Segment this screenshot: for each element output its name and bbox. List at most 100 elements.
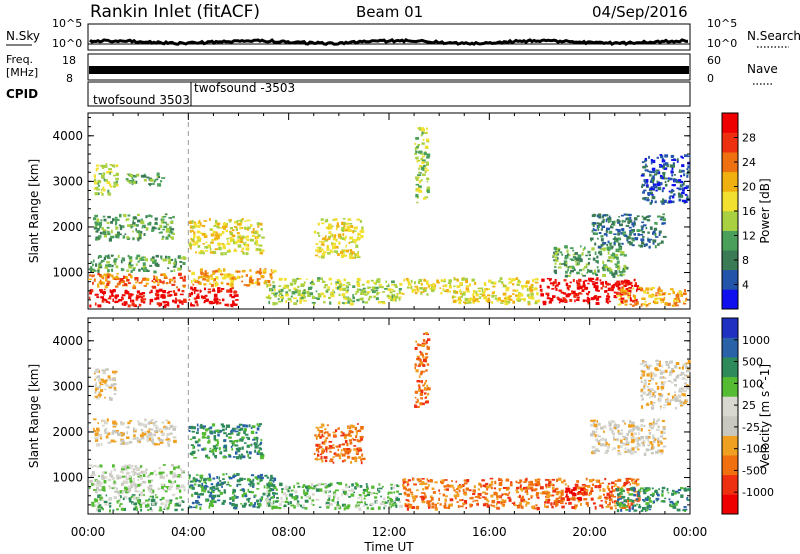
echo-cell bbox=[95, 498, 99, 502]
echo-cell bbox=[420, 283, 423, 286]
echo-cell bbox=[678, 187, 682, 190]
echo-cell bbox=[166, 301, 170, 304]
echo-cell bbox=[606, 268, 610, 271]
echo-cell bbox=[315, 443, 320, 447]
echo-cell bbox=[651, 494, 654, 498]
echo-cell bbox=[123, 301, 128, 305]
echo-cell bbox=[643, 224, 647, 227]
echo-cell bbox=[324, 284, 328, 287]
echo-cell bbox=[541, 278, 545, 282]
echo-cell bbox=[660, 216, 665, 219]
echo-cell bbox=[664, 497, 667, 500]
echo-cell bbox=[151, 256, 155, 259]
echo-cell bbox=[129, 173, 133, 178]
echo-cell bbox=[423, 151, 426, 155]
echo-cell bbox=[132, 267, 136, 269]
echo-cell bbox=[106, 170, 110, 174]
echo-cell bbox=[525, 503, 528, 507]
echo-cell bbox=[645, 215, 650, 219]
echo-cell bbox=[676, 158, 679, 161]
echo-cell bbox=[195, 500, 199, 504]
echo-cell bbox=[487, 299, 491, 303]
echo-cell bbox=[167, 294, 171, 297]
echo-cell bbox=[217, 287, 221, 290]
echo-cell bbox=[344, 433, 347, 437]
echo-cell bbox=[328, 277, 332, 281]
echo-cell bbox=[681, 187, 684, 191]
echo-cell bbox=[338, 236, 342, 239]
echo-cell bbox=[517, 293, 522, 296]
echo-cell bbox=[661, 158, 665, 160]
echo-region bbox=[263, 482, 404, 511]
echo-cell bbox=[348, 434, 352, 437]
echo-cell bbox=[658, 230, 662, 234]
echo-cell bbox=[447, 282, 450, 284]
echo-cell bbox=[631, 229, 635, 232]
echo-cell bbox=[396, 293, 399, 297]
echo-cell bbox=[485, 485, 489, 489]
echo-cell bbox=[99, 437, 103, 440]
echo-cell bbox=[590, 237, 594, 241]
echo-cell bbox=[346, 281, 351, 284]
echo-cell bbox=[128, 265, 132, 269]
echo-cell bbox=[671, 159, 673, 161]
echo-cell bbox=[111, 293, 114, 296]
echo-cell bbox=[612, 274, 616, 278]
echo-cell bbox=[487, 294, 491, 297]
echo-cell bbox=[256, 506, 261, 509]
echo-cell bbox=[425, 280, 429, 282]
echo-cell bbox=[372, 286, 376, 290]
echo-cell bbox=[645, 163, 647, 166]
echo-cell bbox=[202, 278, 207, 281]
echo-cell bbox=[417, 384, 421, 387]
echo-cell bbox=[241, 235, 245, 239]
echo-cell bbox=[267, 280, 271, 283]
echo-cell bbox=[106, 273, 110, 276]
echo-cell bbox=[418, 375, 421, 378]
echo-cell bbox=[565, 495, 569, 498]
echo-cell bbox=[366, 485, 369, 488]
echo-cell bbox=[536, 292, 539, 296]
echo-cell bbox=[168, 487, 172, 491]
echo-cell bbox=[118, 499, 121, 502]
echo-cell bbox=[221, 482, 224, 485]
echo-cell bbox=[685, 185, 689, 189]
echo-cell bbox=[151, 439, 154, 443]
echo-cell bbox=[308, 495, 311, 498]
echo-cell bbox=[143, 268, 147, 270]
echo-cell bbox=[462, 502, 466, 505]
echo-cell bbox=[229, 236, 232, 240]
echo-cell bbox=[138, 231, 143, 234]
echo-cell bbox=[518, 504, 522, 506]
echo-region bbox=[313, 218, 365, 260]
echo-cell bbox=[257, 425, 261, 427]
echo-cell bbox=[259, 479, 263, 482]
echo-cell bbox=[109, 397, 113, 401]
echo-cell bbox=[132, 268, 136, 271]
echo-cell bbox=[146, 176, 150, 179]
echo-cell bbox=[456, 501, 459, 503]
echo-cell bbox=[100, 264, 102, 267]
echo-cell bbox=[370, 502, 374, 506]
echo-cell bbox=[372, 492, 376, 494]
echo-cell bbox=[246, 219, 251, 222]
echo-cell bbox=[419, 392, 424, 396]
echo-cell bbox=[135, 228, 137, 232]
echo-cell bbox=[193, 235, 196, 239]
echo-cell bbox=[155, 496, 159, 499]
echo-cell bbox=[95, 486, 99, 490]
echo-cell bbox=[545, 492, 548, 495]
echo-cell bbox=[427, 283, 430, 285]
echo-cell bbox=[347, 218, 352, 221]
echo-cell bbox=[214, 439, 219, 442]
echo-cell bbox=[597, 261, 599, 264]
echo-cell bbox=[656, 301, 659, 303]
echo-cell bbox=[318, 443, 321, 447]
echo-cell bbox=[132, 221, 136, 225]
echo-cell bbox=[124, 467, 128, 471]
echo-cell bbox=[116, 236, 120, 239]
echo-cell bbox=[149, 264, 153, 267]
echo-cell bbox=[306, 489, 309, 492]
echo-cell bbox=[124, 464, 127, 468]
echo-cell bbox=[557, 266, 562, 269]
